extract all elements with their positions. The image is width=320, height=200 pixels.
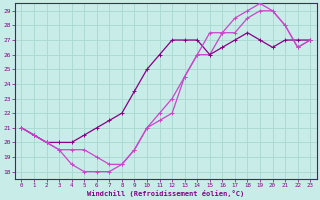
X-axis label: Windchill (Refroidissement éolien,°C): Windchill (Refroidissement éolien,°C) — [87, 190, 244, 197]
